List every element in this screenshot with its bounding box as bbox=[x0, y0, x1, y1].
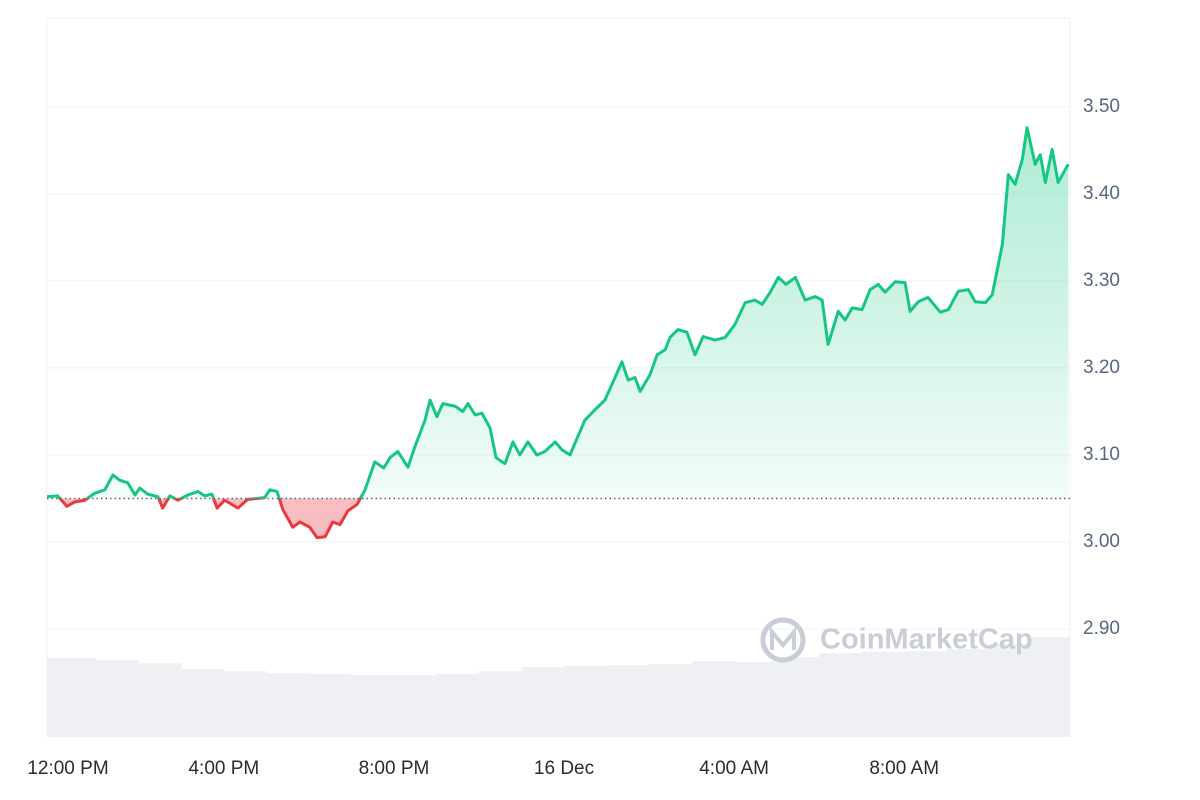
y-tick-label: 3.10 bbox=[1083, 444, 1120, 465]
y-tick-label: 3.00 bbox=[1083, 531, 1120, 552]
volume-bar bbox=[138, 663, 182, 737]
watermark-text: CoinMarketCap bbox=[820, 624, 1033, 656]
volume-bar bbox=[223, 671, 267, 737]
volume-bar bbox=[308, 673, 352, 737]
volume-bar bbox=[521, 667, 565, 737]
volume-bar bbox=[606, 665, 650, 737]
volume-bar bbox=[47, 657, 97, 737]
volume-bar bbox=[351, 675, 394, 737]
x-tick-label: 8:00 PM bbox=[359, 758, 430, 779]
volume-bar bbox=[861, 651, 905, 737]
y-tick-label: 2.90 bbox=[1083, 618, 1120, 639]
watermark: CoinMarketCap bbox=[760, 617, 1033, 663]
volume-bar bbox=[436, 673, 479, 737]
volume-bar bbox=[393, 675, 437, 737]
watermark-logo bbox=[760, 617, 806, 663]
volume-bar bbox=[904, 651, 947, 737]
volume-bar bbox=[819, 653, 862, 737]
x-tick-label: 4:00 AM bbox=[699, 758, 769, 779]
y-tick-label: 3.20 bbox=[1083, 357, 1120, 378]
volume-bar bbox=[478, 671, 522, 737]
y-tick-label: 3.30 bbox=[1083, 270, 1120, 291]
price-line-up bbox=[47, 126, 1070, 499]
volume-bar bbox=[989, 643, 1032, 737]
area-down bbox=[47, 498, 1069, 538]
area-up bbox=[47, 127, 1069, 499]
volume-bar bbox=[649, 663, 692, 737]
x-tick-label: 4:00 PM bbox=[188, 758, 259, 779]
volume-bar bbox=[1031, 637, 1070, 737]
volume-bar bbox=[946, 649, 990, 737]
y-tick-label: 3.40 bbox=[1083, 183, 1120, 204]
x-tick-label: 8:00 AM bbox=[869, 758, 939, 779]
volume-bar bbox=[691, 661, 735, 737]
watermark-logo-m bbox=[770, 626, 796, 650]
price-line-down bbox=[57, 498, 362, 540]
volume-bar bbox=[181, 669, 224, 737]
volume-bar bbox=[564, 665, 607, 737]
y-tick-label: 3.50 bbox=[1083, 96, 1120, 117]
x-tick-label: 16 Dec bbox=[534, 758, 594, 779]
volume-bar bbox=[776, 657, 820, 737]
x-tick-label: 12:00 PM bbox=[27, 758, 108, 779]
volume-bar bbox=[734, 661, 777, 737]
volume-bar bbox=[96, 659, 139, 737]
volume-bar bbox=[266, 673, 309, 737]
